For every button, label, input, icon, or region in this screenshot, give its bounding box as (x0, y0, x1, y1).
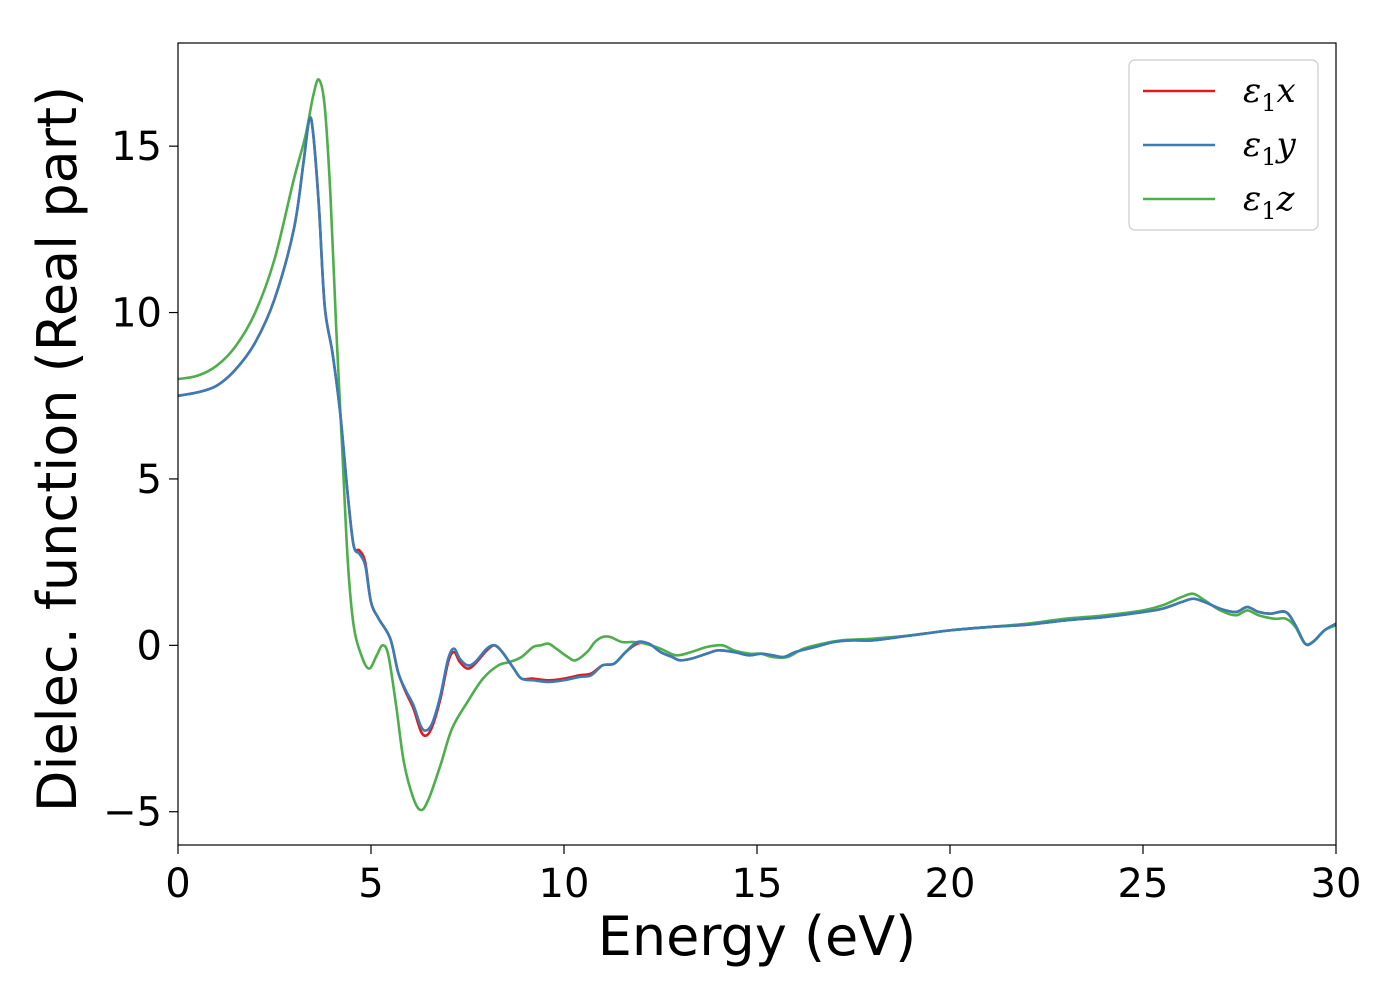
legend: ε1x ε1y ε1z (1128, 59, 1319, 231)
x-axis-ticks: 0 5 10 15 20 25 30 (165, 845, 1361, 907)
y-axis-title: Dielec. function (Real part) (26, 86, 89, 812)
x-tick-label: 0 (165, 861, 190, 907)
y-tick-label: 5 (137, 457, 162, 503)
x-tick-label: 10 (539, 861, 590, 907)
series-layer (178, 78, 1336, 812)
x-tick-label: 25 (1118, 861, 1169, 907)
x-axis-title: Energy (eV) (598, 905, 917, 968)
series-line-y (178, 116, 1336, 732)
y-tick-label: 15 (111, 124, 162, 170)
legend-label: ε1y (1243, 125, 1297, 171)
legend-label: ε1z (1243, 179, 1296, 225)
x-tick-label: 20 (925, 861, 976, 907)
x-tick-label: 5 (358, 861, 383, 907)
y-axis-ticks: −5 0 5 10 15 (103, 124, 178, 836)
y-tick-label: 10 (111, 291, 162, 337)
y-tick-label: 0 (137, 623, 162, 669)
x-tick-label: 15 (732, 861, 783, 907)
legend-box (1128, 59, 1319, 231)
x-tick-label: 30 (1311, 861, 1362, 907)
legend-label: ε1x (1243, 71, 1296, 117)
y-tick-label: −5 (103, 790, 162, 836)
